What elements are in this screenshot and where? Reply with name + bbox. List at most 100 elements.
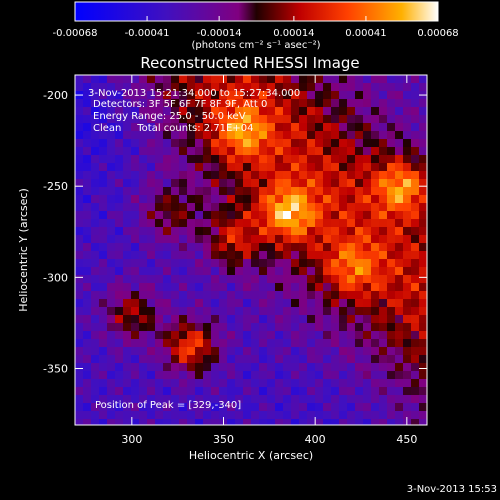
heatmap-cell bbox=[203, 315, 212, 324]
heatmap-cell bbox=[219, 299, 228, 308]
heatmap-cell bbox=[139, 163, 148, 172]
heatmap-cell bbox=[299, 379, 308, 388]
heatmap-cell bbox=[211, 371, 220, 380]
heatmap-cell bbox=[315, 75, 324, 84]
heatmap-cell bbox=[291, 419, 300, 425]
heatmap-cell bbox=[131, 211, 140, 220]
heatmap-cell bbox=[411, 163, 420, 172]
heatmap-cell bbox=[267, 235, 276, 244]
heatmap-cell bbox=[123, 203, 132, 212]
heatmap-cell bbox=[267, 195, 276, 204]
heatmap-cell bbox=[155, 203, 164, 212]
heatmap-cell bbox=[395, 339, 404, 348]
heatmap-cell bbox=[371, 195, 380, 204]
heatmap-cell bbox=[203, 419, 212, 425]
heatmap-cell bbox=[355, 171, 364, 180]
heatmap-cell bbox=[211, 75, 220, 84]
heatmap-cell bbox=[91, 275, 100, 284]
heatmap-cell bbox=[195, 227, 204, 236]
heatmap-cell bbox=[315, 387, 324, 396]
heatmap-cell bbox=[139, 403, 148, 412]
heatmap-cell bbox=[99, 107, 108, 116]
heatmap-cell bbox=[419, 75, 427, 84]
heatmap-cell bbox=[403, 107, 412, 116]
heatmap-cell bbox=[83, 227, 92, 236]
heatmap-cell bbox=[131, 363, 140, 372]
heatmap-cell bbox=[211, 211, 220, 220]
heatmap-cell bbox=[131, 75, 140, 84]
heatmap-cell bbox=[315, 403, 324, 412]
heatmap-cell bbox=[131, 179, 140, 188]
heatmap-cell bbox=[83, 307, 92, 316]
heatmap-cell bbox=[83, 403, 92, 412]
heatmap-cell bbox=[83, 387, 92, 396]
heatmap-cell bbox=[99, 395, 108, 404]
heatmap-cell bbox=[99, 195, 108, 204]
heatmap-cell bbox=[99, 163, 108, 172]
heatmap-cell bbox=[91, 147, 100, 156]
heatmap-cell bbox=[323, 107, 332, 116]
heatmap-cell bbox=[347, 259, 356, 268]
heatmap-cell bbox=[347, 315, 356, 324]
heatmap-cell bbox=[131, 379, 140, 388]
heatmap-cell bbox=[139, 131, 148, 140]
heatmap-cell bbox=[227, 187, 236, 196]
heatmap-cell bbox=[227, 251, 236, 260]
heatmap-cell bbox=[299, 291, 308, 300]
heatmap-cell bbox=[211, 355, 220, 364]
heatmap-cell bbox=[179, 139, 188, 148]
heatmap-cell bbox=[363, 331, 372, 340]
heatmap-cell bbox=[171, 379, 180, 388]
heatmap-cell bbox=[91, 267, 100, 276]
heatmap-cell bbox=[219, 139, 228, 148]
heatmap-cell bbox=[115, 211, 124, 220]
heatmap-cell bbox=[339, 163, 348, 172]
heatmap-cell bbox=[235, 339, 244, 348]
heatmap-cell bbox=[315, 339, 324, 348]
heatmap-cell bbox=[379, 227, 388, 236]
heatmap-cell bbox=[163, 283, 172, 292]
heatmap-cell bbox=[267, 419, 276, 425]
heatmap-cell bbox=[187, 243, 196, 252]
heatmap-cell bbox=[123, 99, 132, 108]
heatmap-cell bbox=[355, 323, 364, 332]
heatmap-cell bbox=[243, 299, 252, 308]
heatmap-cell bbox=[91, 419, 100, 425]
heatmap-cell bbox=[387, 227, 396, 236]
heatmap-cell bbox=[299, 115, 308, 124]
heatmap-cell bbox=[123, 75, 132, 84]
heatmap-cell bbox=[107, 195, 116, 204]
heatmap-cell bbox=[331, 307, 340, 316]
heatmap-cell bbox=[307, 259, 316, 268]
heatmap-cell bbox=[235, 107, 244, 116]
heatmap-cell bbox=[251, 131, 260, 140]
heatmap-cell bbox=[243, 411, 252, 420]
heatmap-cell bbox=[299, 179, 308, 188]
heatmap-cell bbox=[267, 315, 276, 324]
heatmap-cell bbox=[275, 251, 284, 260]
heatmap-cell bbox=[243, 171, 252, 180]
heatmap-cell bbox=[379, 411, 388, 420]
heatmap-cell bbox=[155, 155, 164, 164]
heatmap-cell bbox=[347, 323, 356, 332]
heatmap-cell bbox=[155, 291, 164, 300]
heatmap-cell bbox=[147, 211, 156, 220]
heatmap-cell bbox=[387, 99, 396, 108]
heatmap-cell bbox=[275, 83, 284, 92]
heatmap-cell bbox=[251, 259, 260, 268]
heatmap-cell bbox=[219, 291, 228, 300]
heatmap-cell bbox=[403, 91, 412, 100]
heatmap-cell bbox=[283, 363, 292, 372]
heatmap-cell bbox=[211, 291, 220, 300]
heatmap-cell bbox=[187, 411, 196, 420]
heatmap-cell bbox=[251, 267, 260, 276]
heatmap-cell bbox=[243, 331, 252, 340]
heatmap-cell bbox=[211, 187, 220, 196]
heatmap-cell bbox=[267, 403, 276, 412]
heatmap-cell bbox=[107, 123, 116, 132]
heatmap-cell bbox=[395, 267, 404, 276]
heatmap-cell bbox=[283, 235, 292, 244]
heatmap-cell bbox=[283, 419, 292, 425]
heatmap-cell bbox=[155, 299, 164, 308]
heatmap-cell bbox=[291, 291, 300, 300]
